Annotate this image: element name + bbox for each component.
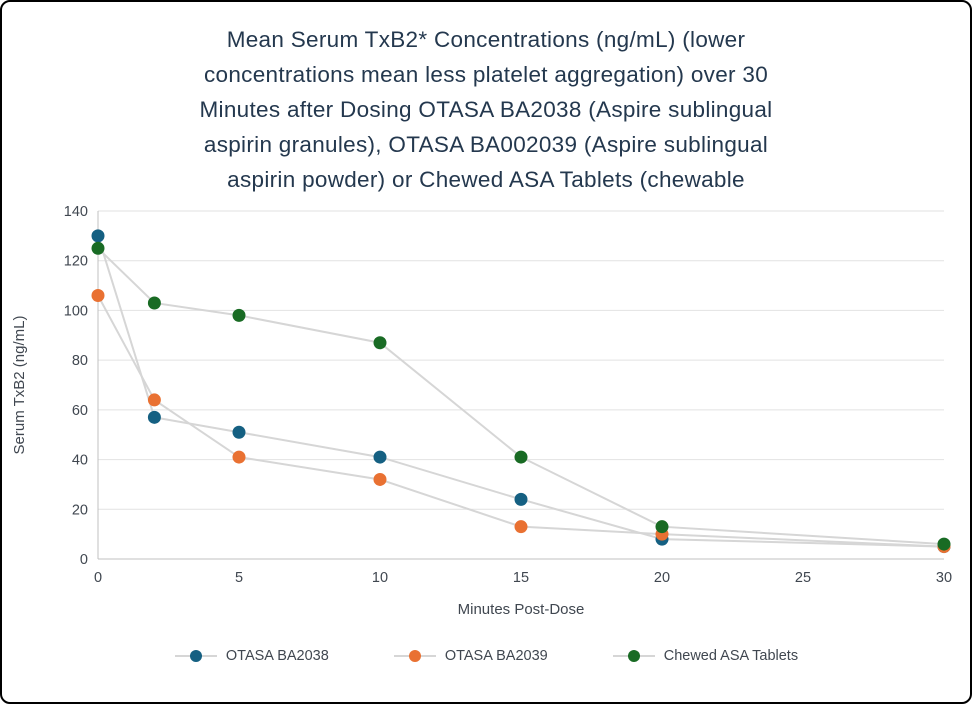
- data-point: [373, 472, 387, 486]
- legend-marker-icon: [174, 650, 217, 662]
- data-point: [91, 289, 105, 303]
- data-point: [232, 308, 246, 322]
- y-tick-label: 100: [64, 303, 88, 319]
- x-axis-title: Minutes Post-Dose: [458, 601, 585, 618]
- chart-title-line: Mean Serum TxB2* Concentrations (ng/mL) …: [226, 27, 746, 52]
- x-tick-label: 20: [654, 570, 670, 586]
- legend-marker-icon: [612, 650, 655, 662]
- data-point: [232, 450, 246, 464]
- legend-label: OTASA BA2039: [444, 648, 548, 664]
- data-point: [655, 520, 669, 534]
- legend-item-chewed-asa-tablets: Chewed ASA Tablets: [612, 648, 798, 664]
- data-point: [147, 410, 161, 424]
- plot-area: 0 20 40 60 80 100 120 140 0 5 10 15 20 25 30 Minutes Po…: [2, 197, 970, 634]
- legend-item-otasa-ba2038: OTASA BA2038: [174, 648, 329, 664]
- y-tick-label: 80: [72, 353, 88, 369]
- chart-title-line: Minutes after Dosing OTASA BA2038 (Aspir…: [199, 97, 773, 122]
- data-point: [91, 241, 105, 255]
- x-tick-label: 5: [235, 570, 243, 586]
- y-tick-label: 40: [72, 453, 88, 469]
- x-tick-label: 15: [513, 570, 529, 586]
- legend-item-otasa-ba2039: OTASA BA2039: [393, 648, 548, 664]
- y-tick-label: 20: [72, 502, 88, 518]
- y-tick-label: 140: [64, 204, 88, 220]
- y-tick-label: 0: [80, 552, 88, 568]
- chart-title-line: concentrations mean less platelet aggreg…: [203, 62, 769, 87]
- y-tick-label: 120: [64, 254, 88, 270]
- x-tick-label: 0: [94, 570, 102, 586]
- scatter-line-plot: 0 20 40 60 80 100 120 140 0 5 10 15 20 25 30 Minutes Po…: [11, 204, 952, 618]
- data-point: [937, 537, 951, 551]
- data-point: [514, 450, 528, 464]
- data-point: [514, 492, 528, 506]
- y-tick-label: 60: [72, 403, 88, 419]
- data-point: [373, 450, 387, 464]
- legend-label: OTASA BA2038: [225, 648, 329, 664]
- data-point: [514, 520, 528, 534]
- y-axis-title: Serum TxB2 (ng/mL): [11, 316, 28, 455]
- legend-marker-icon: [393, 650, 436, 662]
- data-point: [147, 296, 161, 310]
- data-point: [91, 229, 105, 243]
- chart-title-line: aspirin granules), OTASA BA002039 (Aspir…: [203, 132, 769, 157]
- data-point: [373, 336, 387, 350]
- chart-title: Mean Serum TxB2* Concentrations (ng/mL) …: [22, 22, 950, 197]
- x-tick-label: 25: [795, 570, 811, 586]
- data-point: [232, 425, 246, 439]
- legend-label: Chewed ASA Tablets: [663, 648, 799, 664]
- x-tick-label: 10: [372, 570, 388, 586]
- legend: OTASA BA2038 OTASA BA2039 Chewed ASA Tab…: [2, 648, 970, 664]
- x-tick-label: 30: [936, 570, 952, 586]
- chart-title-line: aspirin powder) or Chewed ASA Tablets (c…: [227, 167, 745, 192]
- data-point: [147, 393, 161, 407]
